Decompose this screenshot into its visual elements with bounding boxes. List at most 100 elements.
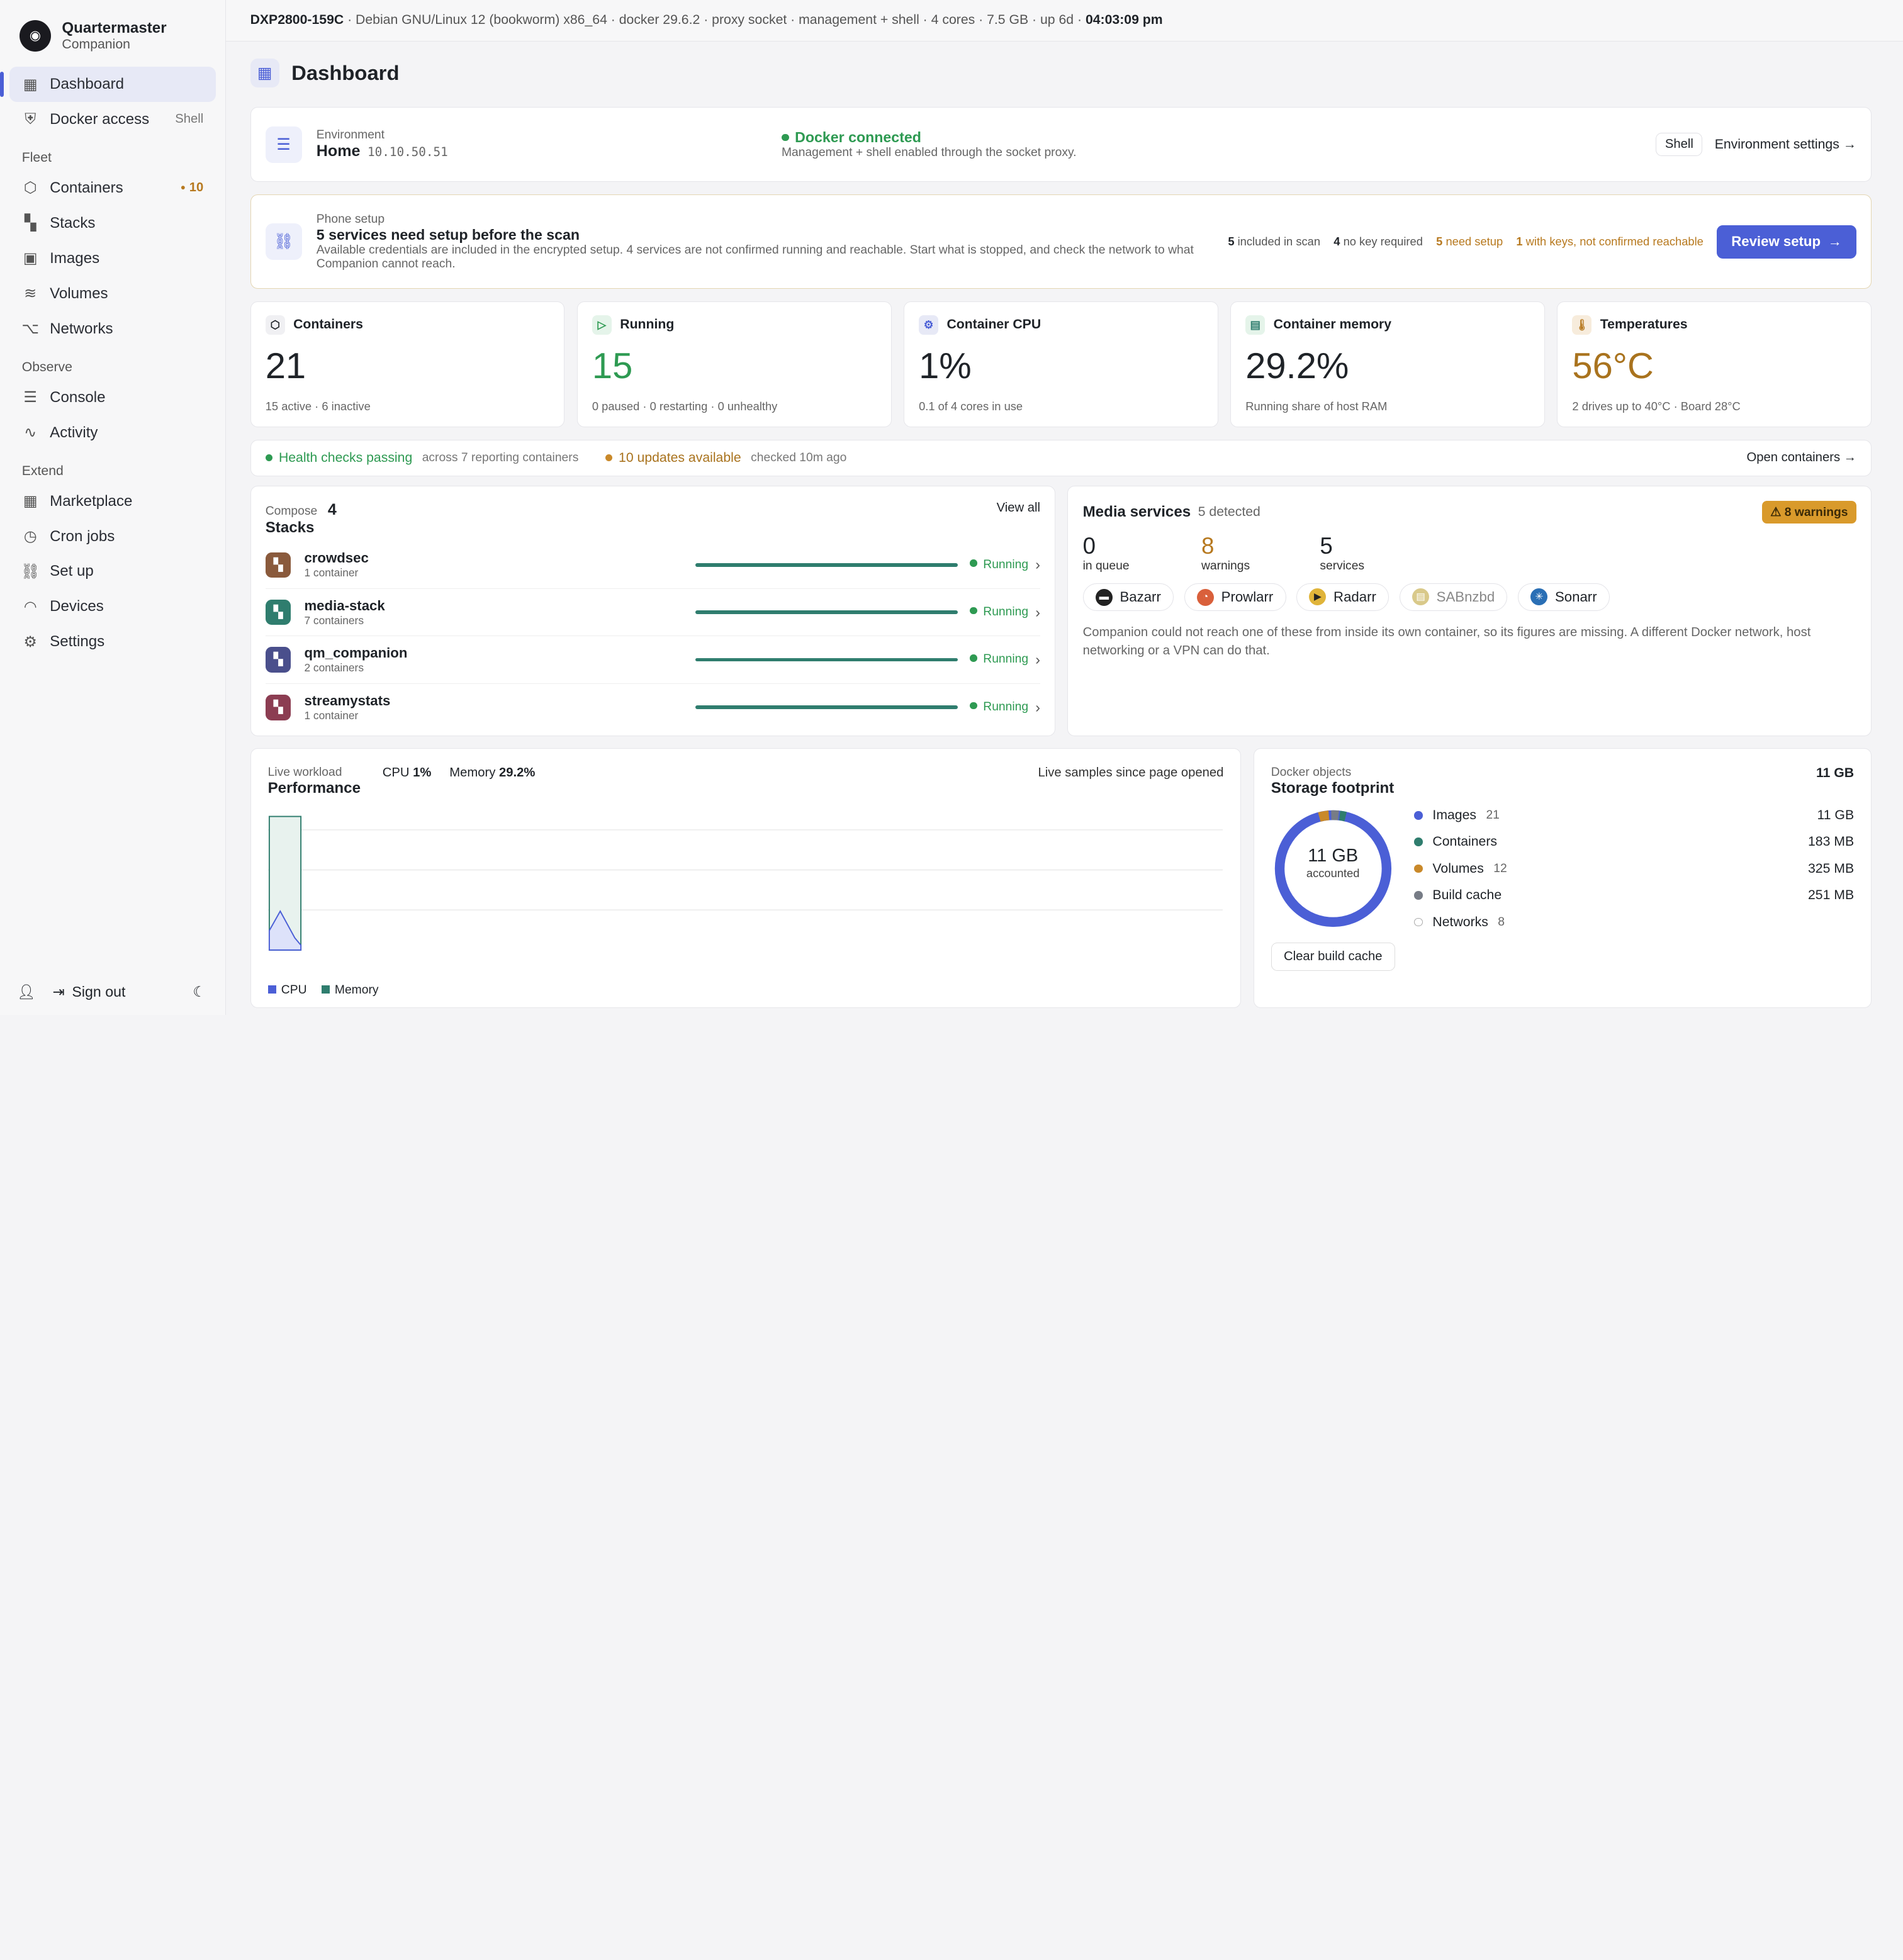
network-icon: ⌥: [21, 320, 40, 338]
service-bazarr[interactable]: ▬ Bazarr: [1082, 583, 1174, 612]
shield-icon: ⛨: [25, 110, 36, 128]
service-sabnzbd[interactable]: ▤ SABnzbd: [1399, 583, 1508, 611]
sidebar-item-containers[interactable]: ⬡ Containers 10: [9, 171, 215, 206]
service-radarr[interactable]: ▶ Radarr: [1296, 583, 1389, 611]
memory-label: Memory: [449, 765, 496, 780]
media-stat-value: 5: [1320, 533, 1333, 559]
storage-item-images: Images 21 11 GB: [1414, 802, 1854, 829]
host-name: DXP2800-159C: [250, 13, 344, 28]
service-prowlarr[interactable]: ◔ Prowlarr: [1184, 583, 1286, 612]
media-stat-label: warnings: [1201, 559, 1250, 573]
stack-row[interactable]: ▚ crowdsec 1 container Running ›: [265, 542, 1040, 590]
status-dot: [970, 702, 977, 710]
arrow-right-icon: →: [1843, 451, 1856, 465]
sidebar-item-marketplace[interactable]: ▦ Marketplace: [9, 484, 215, 519]
media-services-card: Media services 5 detected ⚠ 8 warnings 0…: [1067, 485, 1872, 736]
legend-label: CPU: [281, 983, 307, 997]
grid-icon: ▦: [250, 58, 279, 87]
stack-row[interactable]: ▚ qm_companion 2 containers Running ›: [265, 636, 1040, 684]
storage-item-value: 183 MB: [1807, 834, 1855, 849]
stat-value: 15: [592, 346, 633, 387]
warnings-badge[interactable]: ⚠ 8 warnings: [1761, 501, 1856, 524]
sidebar-item-dashboard[interactable]: ▦ Dashboard: [0, 67, 216, 102]
stack-row[interactable]: ▚ media-stack 7 containers Running ›: [265, 589, 1040, 637]
stat-running: ▷ Running 15 0 paused · 0 restarting · 0 …: [576, 301, 892, 428]
sidebar-item-activity[interactable]: ∿ Activity: [9, 415, 215, 451]
open-containers-label: Open containers: [1746, 451, 1841, 465]
stat-sub: 15 active · 6 inactive: [265, 400, 371, 413]
legend-swatch: [321, 985, 330, 994]
setup-metrics: 5 included in scan 4 no key required 5 n…: [1228, 225, 1856, 259]
sidebar-item-settings[interactable]: ⚙ Settings: [9, 624, 215, 659]
sidebar-item-networks[interactable]: ⌥ Networks: [9, 311, 215, 347]
database-icon: ≋: [24, 285, 37, 303]
stacks-label: Compose: [265, 505, 318, 518]
stacks-count: 4: [327, 501, 337, 519]
link-icon: ⛓: [265, 223, 302, 260]
service-label: Radarr: [1333, 588, 1376, 605]
dark-mode-toggle-icon[interactable]: ☾: [193, 983, 206, 1000]
docker-status-sub: Management + shell enabled through the s…: [781, 146, 1077, 160]
stat-label: Containers: [293, 317, 363, 332]
sidebar-item-volumes[interactable]: ≋ Volumes: [9, 276, 215, 311]
docker-status: Docker connected: [781, 129, 1077, 146]
storage-item-name: Containers: [1432, 834, 1498, 849]
stack-name: qm_companion: [304, 644, 408, 661]
sidebar-item-cron-jobs[interactable]: ◷ Cron jobs: [9, 519, 215, 554]
storage-item-count: 21: [1486, 808, 1500, 822]
nav-label: Devices: [50, 598, 104, 615]
nav-label: Dashboard: [50, 76, 125, 93]
media-stat-value: 8: [1201, 533, 1215, 559]
environment-settings-link[interactable]: Environment settings →: [1715, 137, 1856, 152]
warning-icon: ⚠: [1770, 505, 1782, 519]
sidebar-item-images[interactable]: ▣ Images: [9, 241, 215, 276]
cpu-area: [268, 910, 301, 951]
sign-out-button[interactable]: ⇥ Sign out: [52, 983, 125, 1000]
metric-value: 5: [1436, 235, 1443, 249]
sidebar-item-set-up[interactable]: ⛓ Set up: [9, 554, 215, 590]
clock: 04:03:09 pm: [1085, 13, 1163, 28]
status-dot: [970, 607, 977, 615]
nav-label: Networks: [50, 320, 113, 337]
service-label: Bazarr: [1120, 589, 1161, 605]
stat-sub: 0 paused · 0 restarting · 0 unhealthy: [592, 400, 778, 413]
memory-value: 29.2%: [498, 765, 536, 780]
stack-row[interactable]: ▚ streamystats 1 container Running ›: [265, 684, 1040, 731]
stack-status: Running: [970, 700, 1035, 714]
section-fleet: Fleet: [21, 150, 52, 165]
stat-memory: ▤ Container memory 29.2% Running share of…: [1230, 301, 1545, 428]
stack-status-label: Running: [983, 700, 1029, 714]
sidebar-item-devices[interactable]: ◠ Devices: [9, 589, 215, 624]
metric-value: 4: [1333, 235, 1340, 249]
stack-status-label: Running: [983, 605, 1029, 619]
donut-value: 11 GB: [1308, 846, 1359, 866]
activity-icon: ∿: [24, 424, 37, 442]
legend-cpu: CPU: [267, 983, 307, 997]
nav-label: Activity: [50, 423, 98, 441]
brand-name: Quartermaster: [62, 19, 167, 36]
cpu-label: CPU: [382, 765, 410, 780]
nav-label: Stacks: [50, 214, 96, 232]
service-label: Prowlarr: [1221, 589, 1274, 605]
sidebar-item-docker-access[interactable]: ⛨ Docker access Shell: [9, 102, 215, 137]
environment-label: Environment: [316, 128, 385, 142]
nav-label: Images: [50, 249, 100, 267]
service-sonarr[interactable]: ✳ Sonarr: [1518, 583, 1610, 611]
storage-total: 11 GB: [1816, 765, 1855, 780]
user-icon[interactable]: 👤︎: [17, 983, 36, 1000]
metric-no-key: 4 no key required: [1333, 235, 1423, 249]
view-all-link[interactable]: View all: [996, 501, 1040, 515]
sidebar-item-console[interactable]: ☰ Console: [9, 380, 215, 415]
sidebar-item-stacks[interactable]: ▚ Stacks: [9, 206, 215, 241]
section-extend: Extend: [21, 463, 64, 478]
metric-label: need setup: [1445, 235, 1503, 249]
review-setup-button[interactable]: Review setup →: [1717, 225, 1856, 259]
clear-build-cache-button[interactable]: Clear build cache: [1271, 943, 1395, 971]
stack-status: Running: [970, 558, 1035, 572]
storage-item-name: Images: [1432, 807, 1477, 822]
open-containers-link[interactable]: Open containers →: [1746, 451, 1856, 465]
storage-item-value: 11 GB: [1817, 807, 1855, 822]
performance-title: Performance: [267, 779, 361, 797]
storage-item-networks: Networks 8: [1414, 909, 1854, 935]
arrow-right-icon: →: [1843, 137, 1856, 152]
